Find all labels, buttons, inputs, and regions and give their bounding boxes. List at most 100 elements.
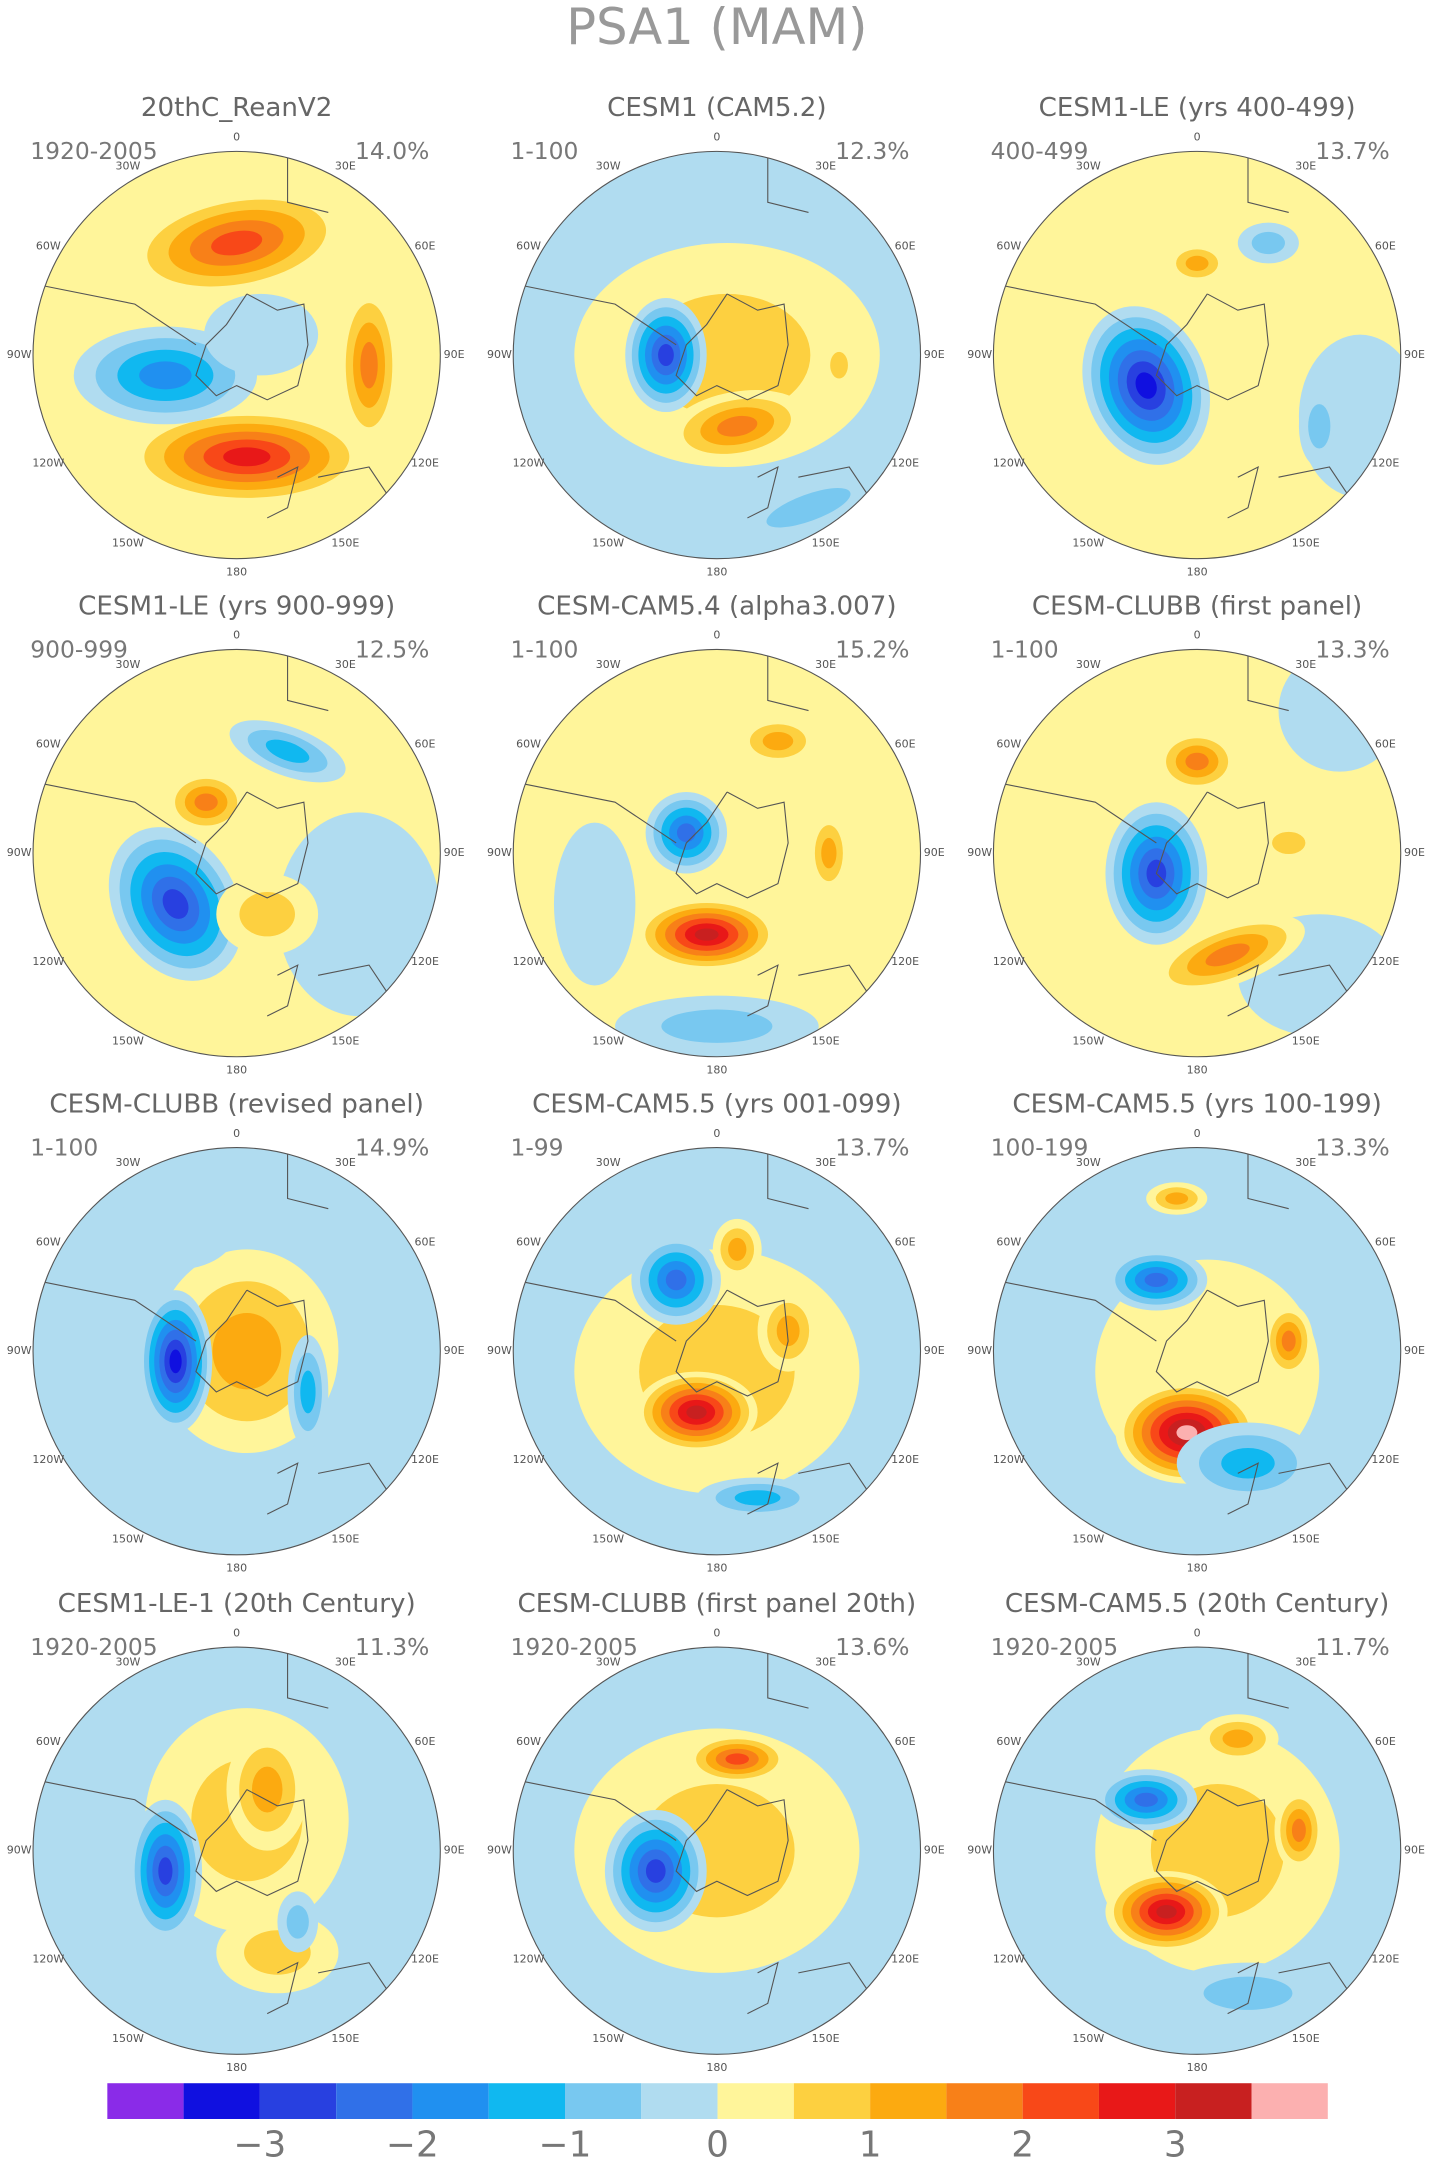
longitude-label: 90W	[7, 846, 32, 859]
map-border	[512, 150, 922, 560]
coastline	[747, 964, 779, 1017]
contour-level	[717, 415, 758, 437]
coastline	[287, 649, 329, 712]
contour-level	[1222, 1729, 1254, 1748]
longitude-label: 30W	[116, 1156, 141, 1169]
map-panel: CESM-CAM5.5 (yrs 001-099) 1-99 13.7% 0 30E 60…	[487, 1089, 945, 1574]
coastline	[33, 1778, 197, 1841]
colorbar-swatch	[641, 2083, 718, 2119]
longitude-label: 30W	[116, 1655, 141, 1668]
map-panel: CESM-CAM5.5 (yrs 100-199) 100-199 13.3% 0 30…	[967, 1089, 1425, 1574]
contour-level	[1203, 1976, 1293, 2010]
panel-title: CESM-CLUBB (first panel)	[1032, 591, 1362, 621]
panel-variance: 13.6%	[835, 1633, 909, 1661]
map-panel: CESM-CAM5.4 (alpha3.007) 1-100 15.2% 0 30E 60…	[487, 591, 945, 1076]
colorbar-tick-label: −2	[386, 2125, 439, 2166]
longitude-label: 60E	[895, 737, 916, 750]
longitude-label: 180	[1187, 2061, 1208, 2074]
coastline	[513, 283, 677, 346]
map-panel: CESM1 (CAM5.2) 1-100 12.3% 0 30E 60E 90E 120E 15…	[487, 93, 945, 578]
longitude-label: 90E	[1404, 348, 1425, 361]
longitude-label: 120E	[1371, 1952, 1399, 1965]
contour-level	[676, 823, 696, 843]
contour-level	[300, 1370, 316, 1414]
longitude-label: 30E	[1295, 1655, 1316, 1668]
coastline	[1278, 1962, 1351, 1994]
coastline	[767, 151, 809, 214]
panel-variance: 13.7%	[835, 1133, 909, 1161]
coastline	[1227, 1462, 1259, 1515]
coastline	[675, 1289, 789, 1397]
map-border	[992, 150, 1402, 560]
longitude-label: 150E	[1292, 536, 1320, 549]
longitude-label: 120E	[891, 457, 919, 470]
longitude-label: 180	[226, 1064, 247, 1077]
longitude-label: 30E	[815, 658, 836, 671]
panel-variance: 12.3%	[835, 137, 909, 165]
longitude-label: 150W	[1072, 536, 1104, 549]
longitude-label: 60W	[996, 737, 1021, 750]
coastline	[266, 465, 299, 519]
longitude-label: 150E	[331, 2032, 359, 2045]
longitude-label: 120E	[891, 1453, 919, 1466]
coastline	[195, 1289, 309, 1397]
colorbar-tick-label: 2	[1011, 2125, 1034, 2166]
longitude-label: 120W	[32, 457, 64, 470]
coastline	[513, 1279, 677, 1342]
longitude-label: 120W	[993, 955, 1025, 968]
panel-variance: 14.0%	[355, 137, 429, 165]
coastline	[287, 1647, 329, 1709]
longitude-label: 0	[233, 131, 240, 144]
colorbar-swatch	[1098, 2083, 1176, 2119]
map-panel: CESM-CLUBB (first panel) 1-100 13.3% 0 30E 60…	[967, 591, 1425, 1076]
coastline	[513, 781, 677, 844]
panel-title: CESM1 (CAM5.2)	[607, 93, 826, 123]
longitude-label: 90W	[487, 846, 512, 859]
longitude-label: 60E	[1375, 239, 1396, 252]
panel-variance: 13.3%	[1315, 635, 1389, 663]
coastline	[1227, 465, 1259, 519]
panel-title: CESM1-LE (yrs 400-499)	[1039, 93, 1356, 123]
colorbar-tick-label: −1	[539, 2125, 592, 2166]
longitude-label: 30W	[1076, 1156, 1101, 1169]
longitude-label: 60W	[36, 737, 61, 750]
colorbar-swatch	[107, 2083, 184, 2119]
coastline	[33, 283, 197, 346]
longitude-label: 30W	[596, 658, 621, 671]
map-panel: CESM1-LE (yrs 900-999) 900-999 12.5% 0 30E 60…	[7, 591, 465, 1076]
longitude-label: 150W	[592, 1532, 624, 1545]
map-field	[993, 649, 1401, 1057]
contour-level	[694, 928, 719, 941]
longitude-label: 0	[1194, 1127, 1201, 1140]
longitude-label: 30E	[815, 1156, 836, 1169]
colorbar-swatch	[183, 2083, 260, 2119]
longitude-label: 60E	[414, 1236, 435, 1249]
longitude-label: 90W	[967, 846, 992, 859]
longitude-label: 0	[713, 629, 720, 642]
map-field	[513, 1647, 921, 2055]
map-border	[32, 648, 441, 1058]
longitude-label: 120E	[1371, 1453, 1399, 1466]
coastline	[1247, 1647, 1289, 1709]
contour-level	[686, 1405, 707, 1420]
coastline	[266, 964, 299, 1017]
map-border	[512, 1147, 922, 1556]
longitude-label: 30W	[1076, 658, 1101, 671]
panel-variance: 13.7%	[1315, 137, 1389, 165]
panel-variance: 12.5%	[355, 635, 429, 663]
map-border	[992, 1646, 1402, 2055]
longitude-label: 0	[1194, 1626, 1201, 1639]
panel-period: 1920-2005	[991, 1633, 1118, 1661]
map-panel: CESM1-LE (yrs 400-499) 400-499 13.7% 0 30E 60…	[967, 93, 1425, 578]
longitude-label: 120E	[411, 955, 439, 968]
map-panel: 20thC_ReanV2 1920-2005 14.0% 0 30E 60E 90E 120E…	[7, 93, 465, 578]
longitude-label: 90W	[487, 1344, 512, 1357]
coastline	[675, 791, 789, 899]
map-border	[512, 1646, 922, 2055]
longitude-label: 150E	[331, 1034, 359, 1047]
coastline	[1247, 649, 1289, 712]
contour-level	[1185, 752, 1209, 771]
longitude-label: 180	[706, 2061, 727, 2074]
coastline	[33, 781, 197, 844]
